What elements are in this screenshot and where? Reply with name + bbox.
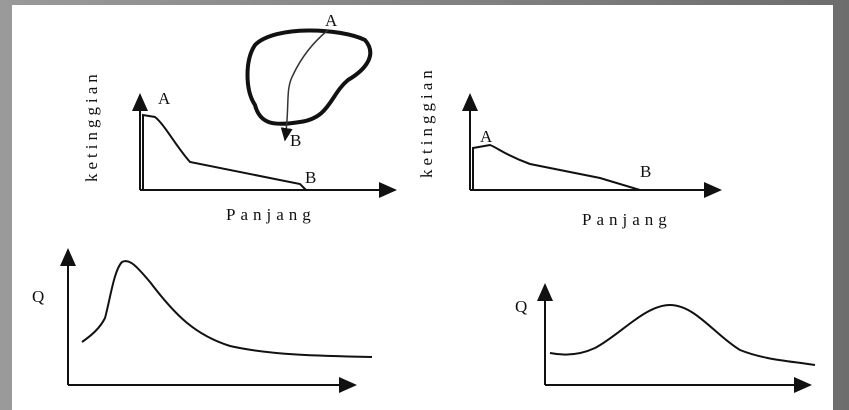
y-label: Q bbox=[515, 297, 527, 316]
x-label: Panjang bbox=[226, 205, 316, 224]
label-a: A bbox=[158, 89, 171, 108]
diagram: A B ketinggian Panjang A B A B ketinggia… bbox=[0, 0, 849, 410]
map-label-b: B bbox=[290, 131, 301, 150]
canvas bbox=[12, 5, 833, 410]
y-label: Q bbox=[32, 287, 44, 306]
y-label: ketinggian bbox=[82, 70, 101, 182]
map-label-a: A bbox=[325, 11, 338, 30]
label-b: B bbox=[640, 162, 651, 181]
y-label: ketinggian bbox=[417, 66, 436, 178]
label-b: B bbox=[305, 168, 316, 187]
label-a: A bbox=[480, 127, 493, 146]
x-label: Panjang bbox=[582, 210, 672, 229]
